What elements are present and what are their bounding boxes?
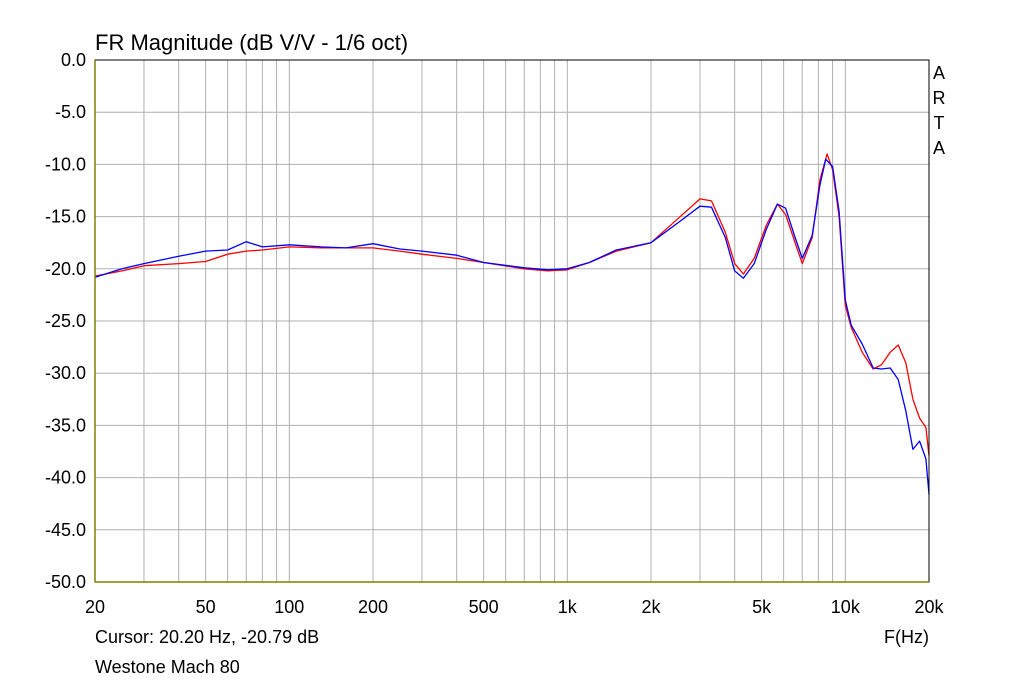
y-tick-label: -45.0	[45, 520, 86, 540]
series-layer	[94, 153, 930, 495]
x-tick-label: 1k	[558, 597, 578, 617]
x-tick-label: 500	[469, 597, 499, 617]
x-tick-labels: 20 50 100 200 500 1k 2k 5k 10k 20k	[85, 597, 945, 617]
x-tick-label: 200	[358, 597, 388, 617]
y-tick-label: 0.0	[61, 50, 86, 70]
x-tick-label: 100	[274, 597, 304, 617]
device-label: Westone Mach 80	[95, 657, 240, 677]
x-tick-label: 2k	[641, 597, 661, 617]
arta-letter: T	[934, 113, 945, 133]
y-tick-label: -30.0	[45, 363, 86, 383]
arta-letter: A	[933, 138, 945, 158]
y-tick-label: -15.0	[45, 207, 86, 227]
arta-letter: A	[933, 63, 945, 83]
y-tick-label: -40.0	[45, 468, 86, 488]
y-tick-label: -20.0	[45, 259, 86, 279]
x-axis-label: F(Hz)	[884, 627, 929, 647]
y-tick-labels: 0.0 -5.0 -10.0 -15.0 -20.0 -25.0 -30.0 -35.0 -40…	[45, 50, 86, 592]
y-tick-label: -10.0	[45, 154, 86, 174]
x-tick-label: 10k	[831, 597, 861, 617]
y-tick-label: -50.0	[45, 572, 86, 592]
x-tick-label: 20	[85, 597, 105, 617]
y-tick-label: -5.0	[55, 102, 86, 122]
chart-title: FR Magnitude (dB V/V - 1/6 oct)	[95, 30, 408, 55]
arta-letter: R	[933, 88, 946, 108]
cursor-readout: Cursor: 20.20 Hz, -20.79 dB	[95, 627, 319, 647]
y-tick-label: -35.0	[45, 415, 86, 435]
x-tick-label: 50	[196, 597, 216, 617]
x-tick-label: 5k	[752, 597, 772, 617]
x-tick-label: 20k	[914, 597, 944, 617]
series-line-1	[94, 153, 930, 456]
series-line-2	[94, 158, 930, 495]
y-tick-label: -25.0	[45, 311, 86, 331]
grid	[94, 59, 930, 583]
